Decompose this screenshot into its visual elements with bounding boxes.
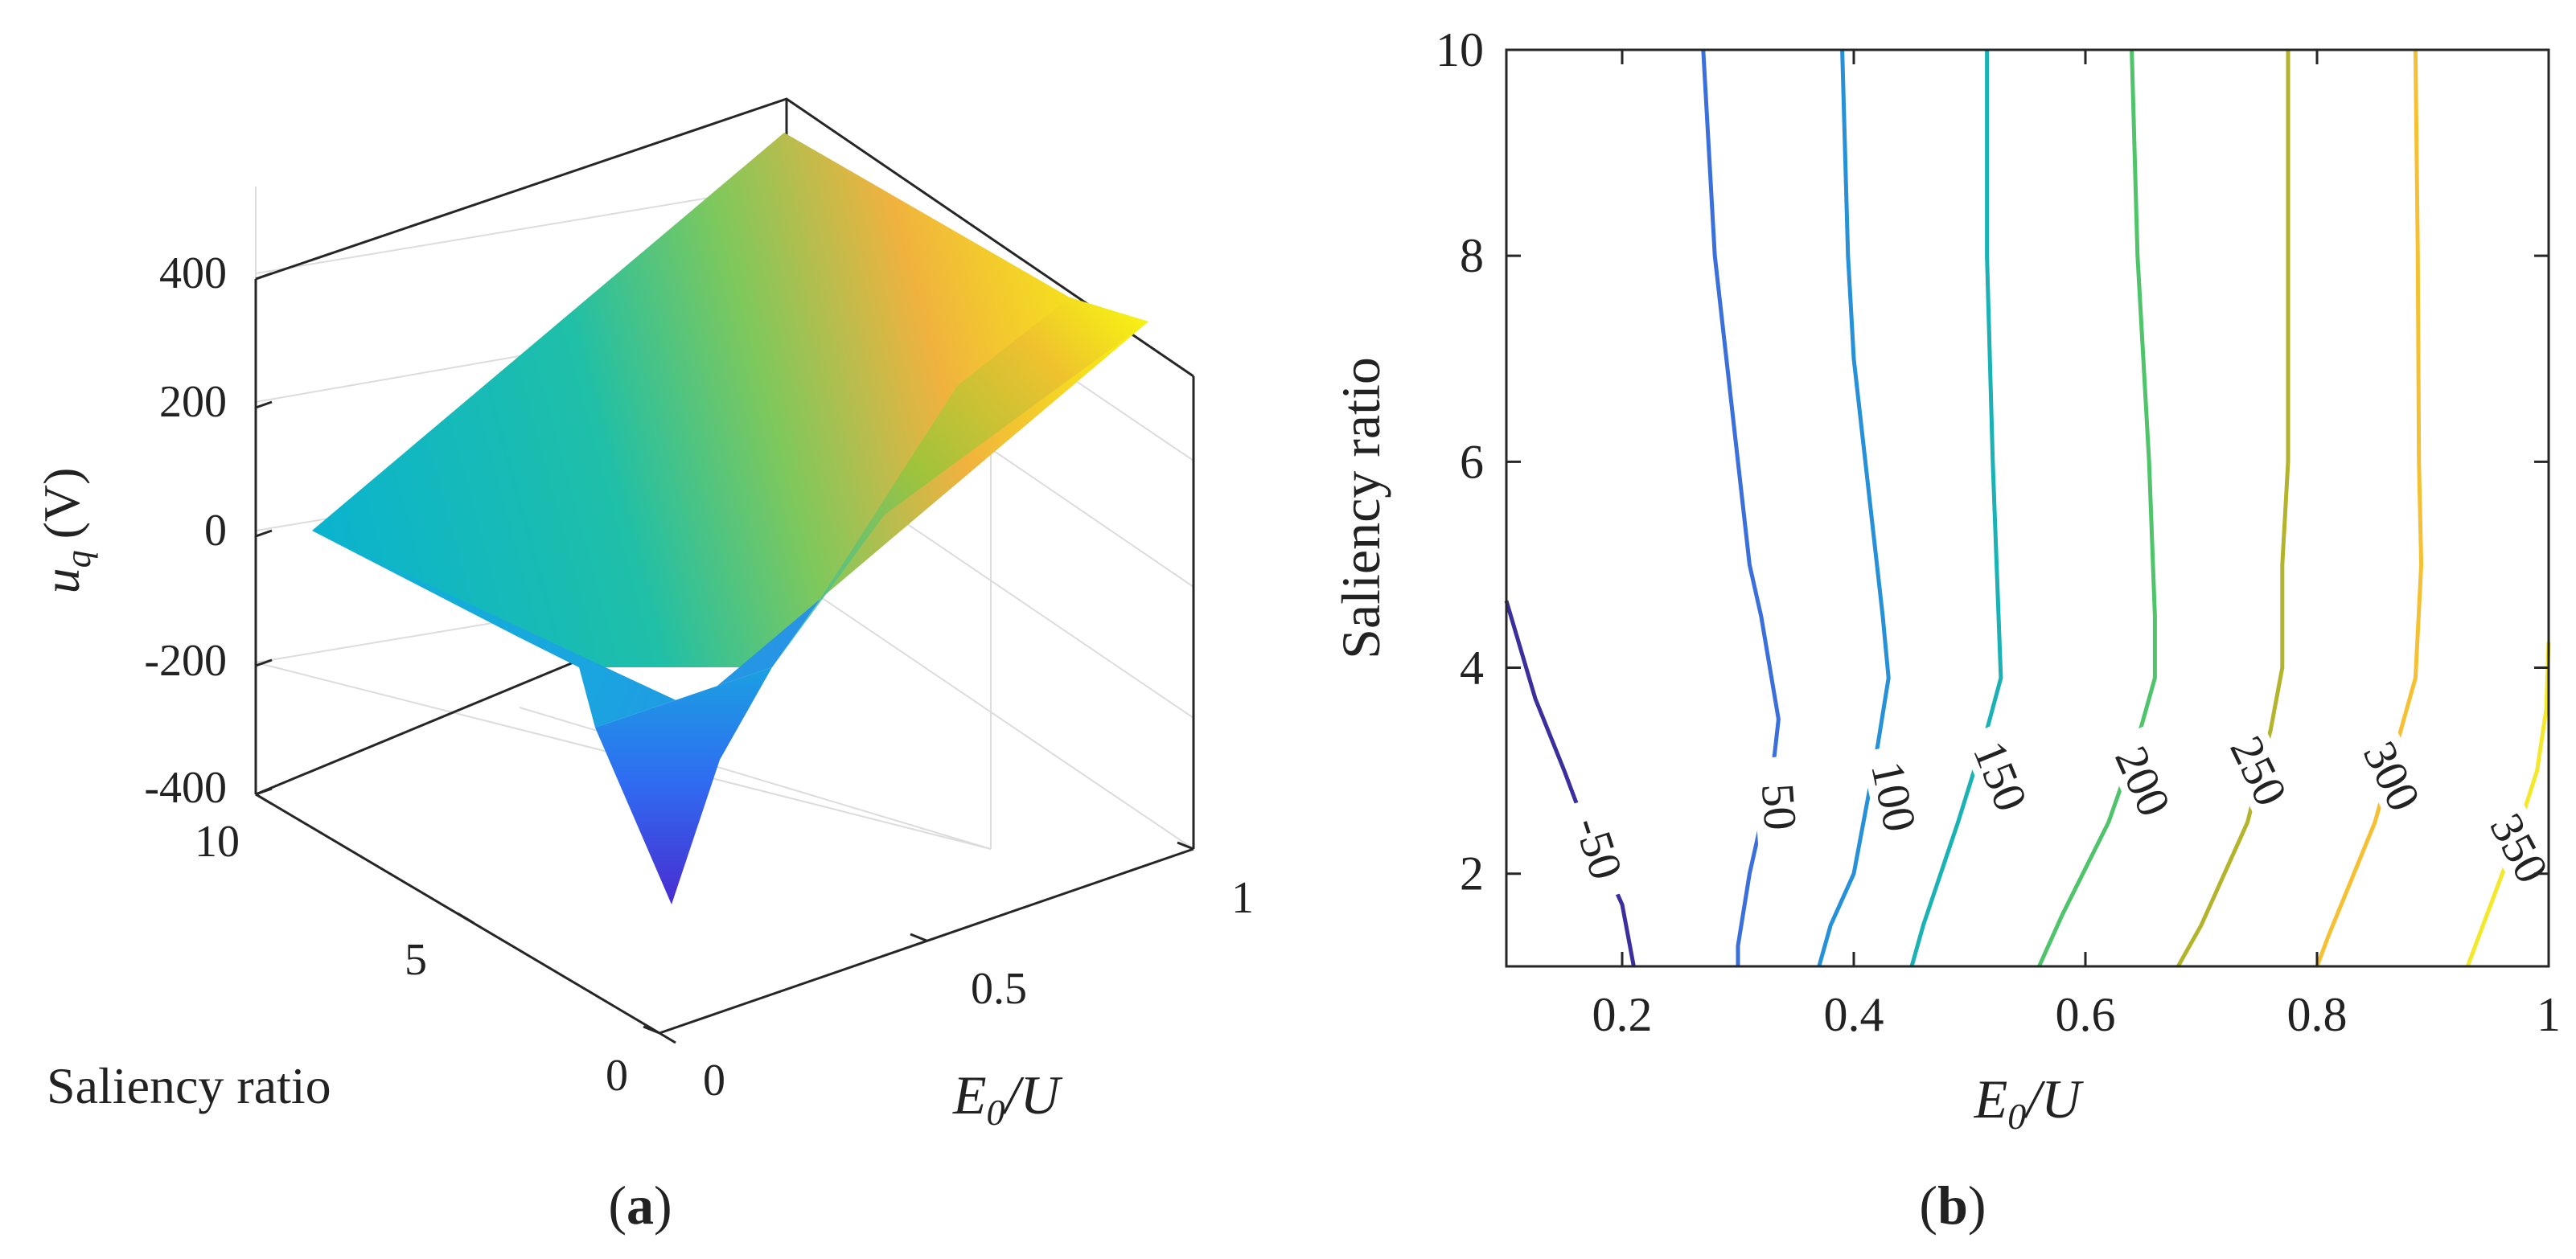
contour-label-background (1752, 755, 1808, 859)
a-y-axis-label: Saliency ratio (47, 1057, 331, 1114)
contour-line (1817, 49, 1891, 967)
x-tick-label: 0 (703, 1056, 725, 1105)
panel-b-caption: (b) (1919, 1175, 1986, 1236)
z-tick-label: -200 (144, 636, 227, 686)
x-tick-label: 0.8 (2287, 988, 2348, 1041)
y-tick-label: 6 (1460, 435, 1484, 488)
b-x-axis-label: E0/U (1974, 1068, 2084, 1137)
contour-label-background (2348, 720, 2436, 831)
a-axes-box (254, 97, 1195, 1035)
panel-a-caption: (a) (608, 1175, 672, 1236)
contour-line (2315, 49, 2424, 967)
y-tick-label: 10 (195, 817, 240, 867)
a-x-ticks: 0 0.5 1 (643, 841, 1254, 1105)
x-tick-label: 0.5 (971, 964, 1027, 1014)
contour-label-background (2215, 715, 2303, 826)
contour-line (1909, 50, 2003, 967)
contour-label-background (1560, 793, 1637, 903)
x-tick-label: 1 (1231, 873, 1254, 923)
panel-a-surface-plot: 400 200 0 -200 -400 10 5 0 0 0.5 1 uq(V) (33, 97, 1254, 1236)
b-ticks: 0.2 0.4 0.6 0.8 1 2 4 6 8 10 (1436, 23, 2561, 1041)
y-tick-label: 2 (1460, 847, 1484, 900)
contour-line (1701, 49, 1781, 966)
a-surface (312, 133, 1148, 904)
a-z-ticks: 400 200 0 -200 -400 (144, 248, 273, 813)
surface-top-face (312, 133, 1148, 667)
z-tick-label: 400 (159, 248, 227, 298)
b-contour-lines (1504, 49, 2551, 968)
z-tick-label: 200 (159, 377, 227, 427)
x-tick-label: 0.6 (2056, 988, 2116, 1041)
contour-label: 100 (1861, 757, 1927, 836)
contour-line (1504, 600, 1636, 967)
y-tick-label: 8 (1460, 229, 1484, 282)
contour-label-background (1959, 720, 2042, 831)
surface-dip (595, 667, 772, 904)
contour-line (2037, 49, 2157, 968)
y-tick-label: 0 (606, 1051, 628, 1101)
a-y-ticks: 10 5 0 (195, 793, 676, 1101)
x-tick-label: 0.4 (1824, 988, 1884, 1041)
contour-label-background (2475, 792, 2565, 904)
b-y-axis-label: Saliency ratio (1330, 357, 1391, 659)
a-z-axis-label: uq(V) (33, 468, 98, 594)
contour-line (2465, 642, 2551, 967)
y-tick-label: 10 (1436, 23, 1484, 76)
contour-label-background (2101, 725, 2186, 837)
z-tick-label: 0 (204, 506, 227, 556)
contour-label-background (1860, 742, 1929, 851)
y-tick-label: 4 (1460, 642, 1484, 695)
b-axes-frame (1505, 48, 2550, 968)
z-tick-label: -400 (144, 763, 227, 813)
x-tick-label: 1 (2537, 988, 2561, 1041)
surface-right-face (772, 297, 1148, 667)
a-x-axis-label: E0/U (952, 1064, 1062, 1133)
y-tick-label: 5 (405, 935, 427, 985)
x-tick-label: 0.2 (1592, 988, 1653, 1041)
contour-line (2176, 50, 2290, 968)
contour-label: 50 (1752, 781, 1807, 831)
